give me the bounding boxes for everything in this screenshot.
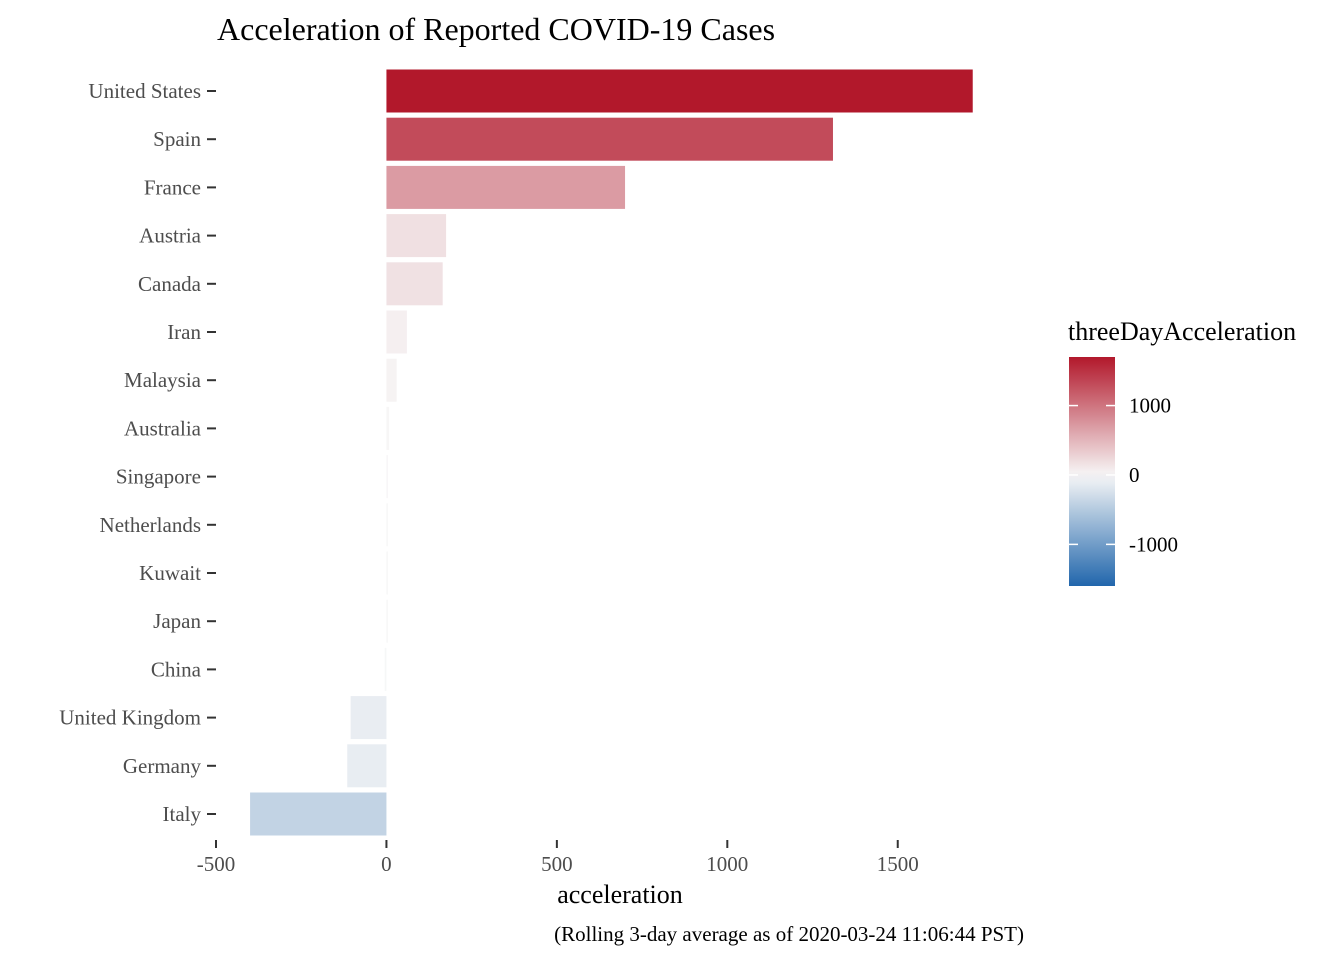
legend-label--1000: -1000 — [1129, 532, 1178, 556]
bar-germany — [347, 744, 387, 788]
bar-france — [386, 165, 626, 209]
chart-caption: (Rolling 3-day average as of 2020-03-24 … — [554, 922, 1024, 946]
y-tick-label-canada: Canada — [138, 272, 202, 296]
bars — [250, 69, 973, 836]
bar-canada — [386, 262, 443, 306]
y-tick-label-australia: Australia — [124, 416, 202, 440]
bar-united-kingdom — [350, 696, 387, 740]
legend-label-0: 0 — [1129, 463, 1140, 487]
x-tick-label-500: 500 — [541, 852, 573, 876]
x-tick-label-1500: 1500 — [877, 852, 919, 876]
y-tick-label-china: China — [151, 657, 202, 681]
x-axis: -500 0 500 1000 1500 — [197, 840, 919, 876]
bar-italy — [250, 792, 387, 836]
bar-china — [384, 647, 387, 691]
y-tick-label-iran: Iran — [167, 320, 201, 344]
bar-malaysia — [386, 358, 397, 402]
bar-kuwait — [386, 551, 388, 595]
y-axis: United States Spain France Austria Canada Ira… — [59, 79, 216, 826]
y-tick-label-kuwait: Kuwait — [139, 561, 201, 585]
legend: threeDayAcceleration 1000 0 -1000 — [1068, 317, 1296, 586]
legend-title: threeDayAcceleration — [1068, 317, 1296, 346]
bar-australia — [386, 406, 390, 450]
y-tick-label-italy: Italy — [163, 802, 202, 826]
bar-japan — [386, 599, 388, 643]
chart-title: Acceleration of Reported COVID-19 Cases — [217, 11, 775, 47]
y-tick-label-germany: Germany — [123, 754, 202, 778]
y-tick-label-spain: Spain — [153, 127, 201, 151]
y-tick-label-netherlands: Netherlands — [100, 513, 201, 537]
y-tick-label-malaysia: Malaysia — [124, 368, 202, 392]
y-tick-label-austria: Austria — [139, 224, 202, 248]
bar-iran — [386, 310, 407, 354]
y-tick-label-united-kingdom: United Kingdom — [59, 706, 201, 730]
legend-ticks: 1000 0 -1000 — [1069, 394, 1178, 556]
bar-netherlands — [386, 503, 388, 547]
bar-united-states — [386, 69, 973, 113]
x-tick-label--500: -500 — [197, 852, 236, 876]
legend-label-1000: 1000 — [1129, 394, 1171, 418]
y-tick-label-singapore: Singapore — [116, 465, 201, 489]
bar-singapore — [386, 455, 388, 499]
x-tick-label-0: 0 — [381, 852, 392, 876]
y-tick-label-japan: Japan — [153, 609, 201, 633]
bar-spain — [386, 117, 833, 161]
y-tick-label-united-states: United States — [88, 79, 201, 103]
legend-colorbar — [1069, 357, 1115, 586]
bar-austria — [386, 214, 447, 258]
x-tick-label-1000: 1000 — [706, 852, 748, 876]
y-tick-label-france: France — [144, 175, 201, 199]
x-axis-title: acceleration — [557, 880, 683, 909]
